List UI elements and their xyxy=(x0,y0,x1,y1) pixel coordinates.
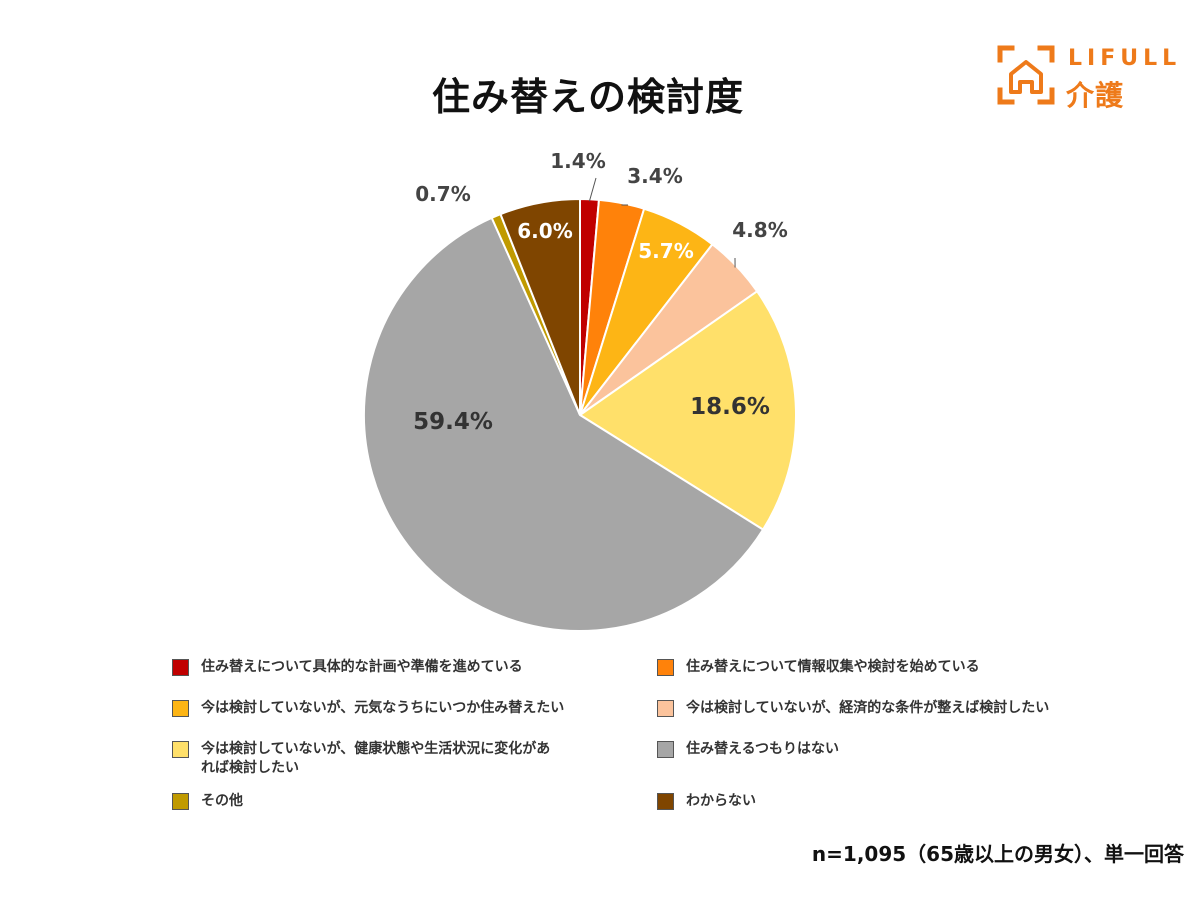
legend-label: 今は検討していないが、元気なうちにいつか住み替えたい xyxy=(201,700,565,716)
data-label: 0.7% xyxy=(415,182,470,206)
house-bracket-icon xyxy=(997,45,1055,105)
legend-item: わからない xyxy=(657,792,1126,811)
data-label: 6.0% xyxy=(517,219,572,243)
logo-text-jp: 介護 xyxy=(1066,79,1125,112)
logo-text-en: LIFULL xyxy=(1068,46,1182,71)
legend-swatch xyxy=(172,793,189,810)
legend-swatch xyxy=(657,741,674,758)
data-label: 5.7% xyxy=(638,239,693,263)
legend-swatch xyxy=(657,659,674,676)
lifull-kaigo-logo: LIFULL 介護 xyxy=(996,44,1186,112)
legend-label: 今は検討していないが、経済的な条件が整えば検討したい xyxy=(686,700,1050,716)
pie-slice xyxy=(578,289,797,531)
pie-slice xyxy=(499,197,581,416)
legend-item: 住み替えるつもりはない xyxy=(657,740,1126,759)
legend-swatch xyxy=(172,741,189,758)
legend-label: その他 xyxy=(201,793,243,809)
legend-label: 住み替えるつもりはない xyxy=(686,741,840,757)
legend-item: その他 xyxy=(172,792,641,811)
data-label: 59.4% xyxy=(413,409,493,435)
data-label: 18.6% xyxy=(690,394,770,420)
legend-label: 住み替えについて情報収集や検討を始めている xyxy=(686,659,980,675)
legend-swatch xyxy=(657,793,674,810)
data-label: 1.4% xyxy=(550,149,605,173)
legend-item: 今は検討していないが、元気なうちにいつか住み替えたい xyxy=(172,699,641,718)
data-label: 3.4% xyxy=(627,164,682,188)
legend-label: わからない xyxy=(686,793,756,809)
legend-label: 住み替えについて具体的な計画や準備を進めている xyxy=(201,659,523,675)
legend-swatch xyxy=(172,700,189,717)
legend-item: 住み替えについて情報収集や検討を始めている xyxy=(657,658,1126,677)
legend-item: 住み替えについて具体的な計画や準備を進めている xyxy=(172,658,641,677)
legend-swatch xyxy=(172,659,189,676)
data-label: 4.8% xyxy=(732,218,787,242)
legend-swatch xyxy=(657,700,674,717)
legend-item: 今は検討していないが、経済的な条件が整えば検討したい xyxy=(657,699,1126,718)
label-leader-line xyxy=(588,177,597,202)
chart-title: 住み替えの検討度 xyxy=(431,75,744,119)
legend-item: 今は検討していないが、健康状態や生活状況に変化があ れば検討したい xyxy=(172,740,641,778)
pie-slice xyxy=(363,216,765,632)
sample-footnote: n=1,095（65歳以上の男女）、単一回答 xyxy=(811,842,1184,866)
legend-label: 今は検討していないが、健康状態や生活状況に変化があ れば検討したい xyxy=(201,741,551,776)
